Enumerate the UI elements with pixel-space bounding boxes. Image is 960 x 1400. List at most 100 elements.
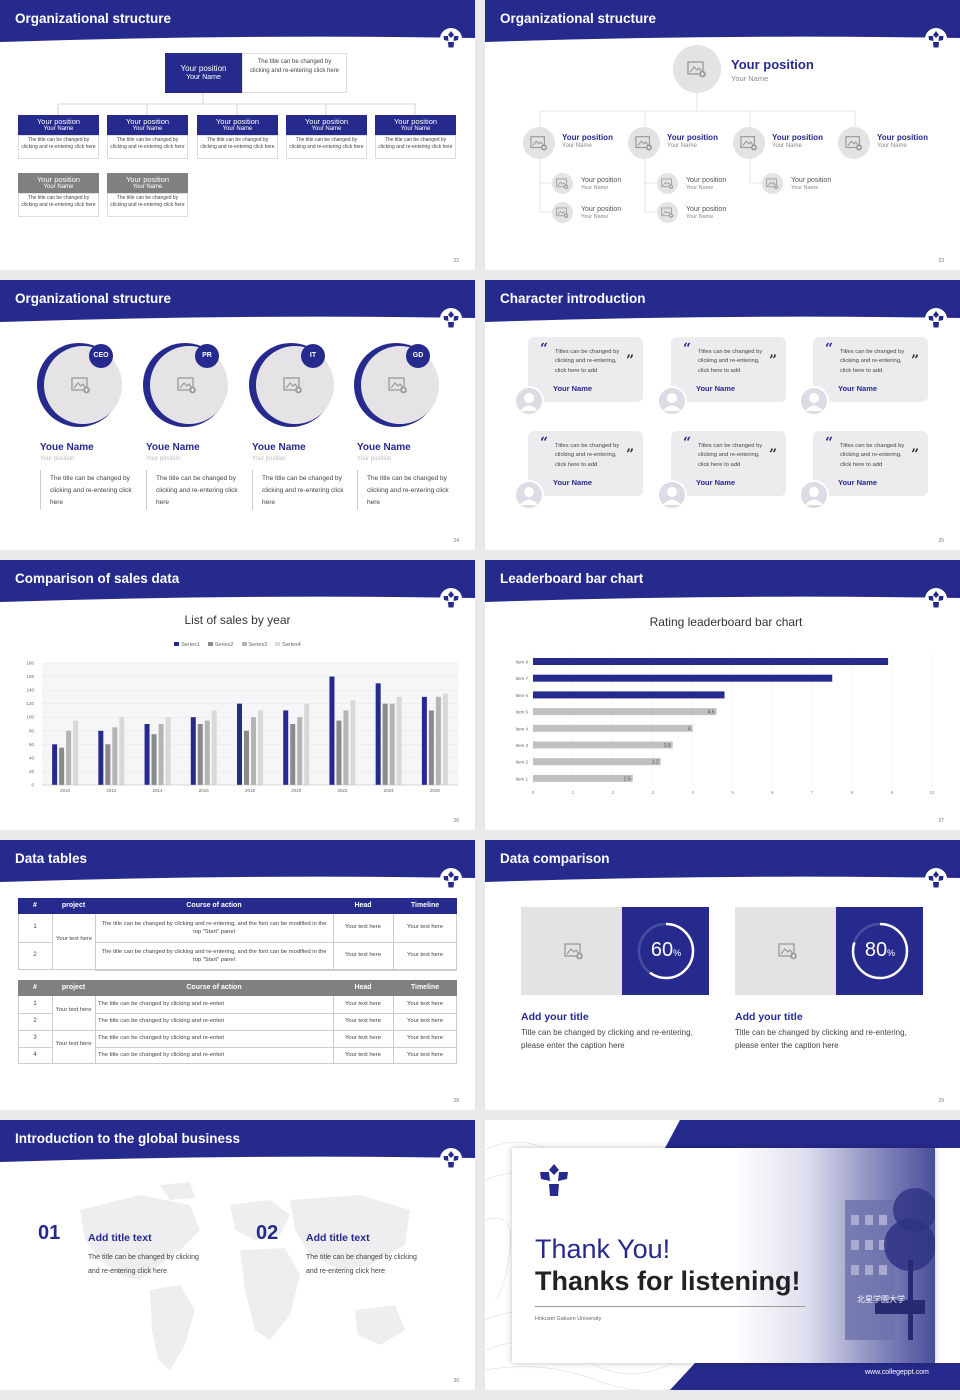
org-desc: The title can be changed by clicking and… [110,195,185,208]
table-header [18,980,457,996]
row-divider [95,942,457,943]
legend-swatch [174,642,180,646]
legend-label: Series2 [214,642,234,648]
slide-header [485,560,960,606]
avatar [657,202,678,223]
bar [237,703,242,785]
row-divider [18,1047,52,1048]
row-project: Your text here [55,1007,92,1013]
bar [119,717,125,785]
org-position-name: Your Name [43,184,74,190]
org-top-name: Your Name [186,74,221,81]
person-icon [799,480,829,510]
x-tick-label: 2014 [153,788,164,793]
bar-value-label: 2.5 [624,776,631,782]
bar [244,730,249,785]
image-placeholder-icon [177,375,197,395]
position-label: Your position [581,206,622,213]
org-top-name: Your Name [731,74,769,83]
org-top-desc: The title can be changed by clicking and… [249,59,340,74]
avatar [552,173,573,194]
column-header: Head [354,902,372,909]
row-timeline: Your text here [407,1035,443,1041]
item-title: Add your title [521,1011,589,1023]
quote-text: Titles can be changed by clicking and re… [698,349,763,374]
y-tick-label: 160 [26,674,34,679]
item-number: 02 [256,1222,279,1244]
bar [304,703,310,785]
page-number: 27 [938,818,944,824]
row-timeline: Your text here [407,1001,443,1007]
x-tick-label: 2 [612,790,615,795]
row-course: The title can be changed by clicking and… [98,1001,225,1007]
org-desc-box [18,135,99,159]
quote-open-icon: “ [540,435,549,451]
image-placeholder-icon [766,177,779,190]
org-top-label: Your position [731,57,814,72]
role-badge-label: GD [412,352,424,359]
item-desc: Title can be changed by clicking and re-… [735,1028,907,1050]
bar-value-label: 4 [688,726,691,732]
slide-title: Data tables [15,851,88,866]
stat-number: 80 [864,939,888,961]
org-desc: The title can be changed by clicking and… [110,137,185,150]
org-top-desc-box [242,53,347,93]
bar [428,710,434,785]
person-name: Youe Name [252,442,306,453]
person-name: Youe Name [40,442,94,453]
quote-close-icon: ” [911,447,920,463]
column-header: # [33,984,37,991]
page-number: 24 [453,538,459,544]
row-course: The title can be changed by clicking and… [101,949,327,963]
x-tick-label: 2018 [245,788,256,793]
y-category-label: Item 2 [515,760,528,765]
org-position-box-gray [107,173,188,193]
org-position-label: Your position [215,117,260,126]
bar [165,717,171,785]
position-label: Your position [667,133,718,142]
row-number: 4 [33,1052,37,1058]
position-label: Your position [772,133,823,142]
y-tick-label: 80 [29,728,35,733]
row-project: Your text here [55,1041,92,1047]
bar [329,676,335,785]
stat-unit: % [673,948,682,958]
quote-card [813,337,928,402]
image-placeholder-icon [661,177,674,190]
org-position-name: Your Name [222,126,253,132]
quote-author: Your Name [838,384,878,393]
university-logo-icon [925,868,947,890]
image-placeholder-icon [564,941,584,961]
org-position-label: Your position [393,117,438,126]
university-logo-icon [925,308,947,330]
chart-title: Rating leaderboard bar chart [649,615,803,629]
bar [297,717,303,785]
column-header: Timeline [410,902,440,909]
quote-close-icon: ” [769,447,778,463]
quote-card [671,337,786,402]
item-title: Add your title [735,1011,803,1023]
org-desc: The title can be changed by clicking and… [21,195,96,208]
person-position: Your position [146,456,181,462]
org-position-box [375,115,456,135]
university-logo-icon [440,868,462,890]
org-top-box [165,53,242,93]
page-number: 26 [453,818,459,824]
column-header: project [61,902,86,909]
page-number: 28 [453,1098,459,1104]
slide-header [0,0,475,46]
quote-author: Your Name [553,384,593,393]
stat-unit: % [887,948,896,958]
quote-card [671,431,786,496]
page-number: 23 [938,258,944,264]
org-desc: The title can be changed by clicking and… [200,137,275,150]
slide-thank-you: 北星学園大学 Thank You! Thanks for listening! … [485,1120,960,1390]
org-desc-box [286,135,367,159]
org-desc-box [375,135,456,159]
person-position: Your position [357,456,392,462]
bar [283,710,289,785]
y-category-label: Item 6 [515,693,528,698]
org-position-label: Your position [125,175,170,184]
quote-text: Titles can be changed by clicking and re… [555,443,620,468]
row-course: The title can be changed by clicking and… [98,1035,225,1041]
